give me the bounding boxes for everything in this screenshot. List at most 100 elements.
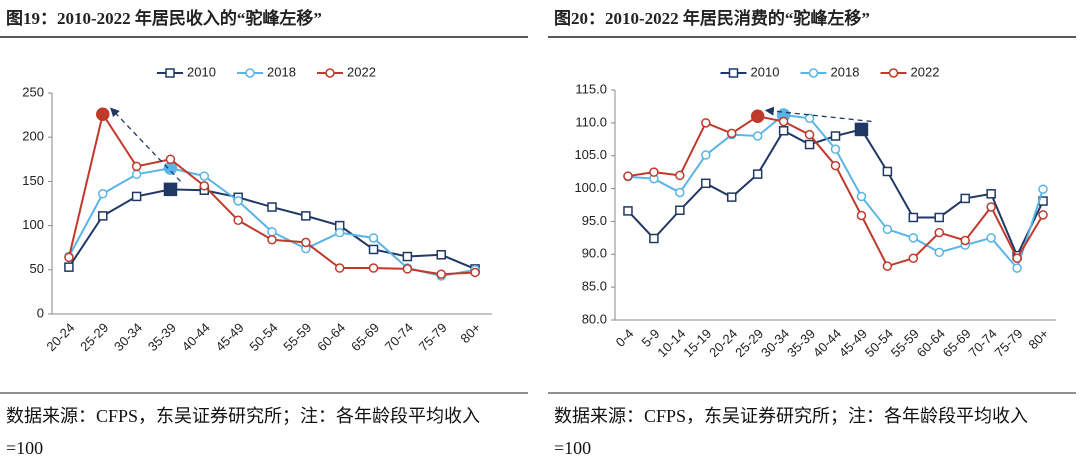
marker	[675, 170, 685, 181]
x-tick-label: 20-24	[706, 326, 740, 360]
marker	[934, 247, 945, 258]
marker	[701, 178, 711, 189]
marker	[325, 68, 335, 78]
y-tick-label: 150	[22, 173, 44, 188]
x-tick-label: 40-44	[810, 326, 844, 360]
marker	[778, 125, 789, 136]
legend-label: 2022	[911, 64, 940, 79]
marker	[436, 269, 446, 279]
marker	[728, 68, 739, 78]
marker	[986, 202, 996, 212]
marker	[368, 244, 379, 255]
x-tick-label: 15-19	[680, 326, 714, 360]
legend-label: 2010	[751, 64, 780, 79]
x-tick-label: 30-34	[758, 326, 792, 360]
x-tick-label: 65-69	[348, 320, 382, 354]
marker	[649, 233, 659, 244]
marker	[804, 129, 815, 140]
y-tick-label: 50	[30, 261, 44, 276]
x-tick-label: 50-54	[246, 320, 280, 354]
marker	[470, 267, 480, 278]
series-line	[68, 167, 476, 278]
marker	[1012, 253, 1022, 263]
marker	[301, 211, 311, 221]
marker	[830, 144, 841, 154]
x-tick-label: 55-59	[888, 326, 922, 360]
marker	[301, 237, 311, 248]
marker	[1038, 184, 1048, 194]
chart-title: 图19：2010-2022 年居民收入的“驼峰左移”	[6, 8, 322, 28]
peak-marker	[163, 182, 178, 197]
marker	[960, 193, 970, 204]
x-tick-label: 30-34	[111, 320, 145, 354]
marker	[778, 116, 789, 127]
marker	[701, 150, 711, 160]
marker	[908, 233, 919, 243]
marker	[726, 192, 737, 202]
marker	[649, 167, 659, 177]
marker	[960, 235, 970, 246]
shift-arrow	[110, 107, 181, 182]
marker	[267, 227, 277, 237]
y-tick-label: 100.0	[574, 180, 607, 195]
marker	[98, 189, 108, 199]
source-note: 数据来源：CFPS，东吴证券研究所；注：各年龄段平均收入=100	[554, 406, 1029, 458]
marker	[675, 205, 685, 216]
x-tick-label: 10-14	[654, 326, 688, 360]
x-tick-label: 80+	[1025, 326, 1051, 352]
marker	[199, 171, 210, 181]
marker	[888, 68, 899, 78]
marker	[64, 262, 74, 272]
marker	[752, 169, 763, 179]
marker	[856, 210, 867, 221]
y-tick-label: 100	[22, 217, 44, 232]
marker	[908, 212, 919, 223]
y-tick-label: 95.0	[582, 213, 607, 228]
marker	[233, 196, 243, 206]
marker	[402, 264, 413, 274]
x-tick-label: 75-79	[416, 320, 450, 354]
x-tick-label: 60-64	[314, 320, 348, 354]
marker	[882, 261, 893, 271]
x-tick-label: 0-4	[613, 326, 637, 350]
x-tick-label: 45-49	[836, 326, 870, 360]
marker	[808, 68, 819, 78]
marker	[882, 224, 893, 235]
marker	[131, 191, 142, 202]
legend-label: 2022	[347, 64, 376, 79]
marker	[804, 113, 815, 124]
x-tick-label: 40-44	[179, 320, 213, 354]
marker	[623, 171, 633, 181]
y-tick-label: 90.0	[582, 246, 607, 261]
x-tick-label: 50-54	[862, 326, 896, 360]
marker	[131, 169, 142, 180]
y-tick-label: 110.0	[575, 114, 607, 129]
x-tick-label: 80+	[457, 320, 483, 346]
x-tick-label: 60-64	[914, 326, 948, 360]
marker	[1038, 210, 1048, 220]
chart-title: 图20：2010-2022 年居民消费的“驼峰左移”	[554, 8, 870, 28]
marker	[830, 160, 841, 171]
marker	[934, 227, 945, 238]
marker	[986, 233, 996, 243]
x-tick-label: 70-74	[382, 320, 416, 354]
series-line	[67, 111, 476, 276]
marker	[804, 139, 815, 150]
x-tick-label: 65-69	[940, 326, 974, 360]
y-tick-label: 250	[22, 84, 44, 99]
x-tick-label: 70-74	[966, 326, 1000, 360]
marker	[908, 253, 919, 263]
x-tick-label: 20-24	[43, 320, 77, 354]
peak-marker	[96, 107, 110, 121]
marker	[267, 234, 277, 245]
marker	[701, 118, 711, 128]
marker	[368, 263, 379, 273]
marker	[334, 263, 345, 273]
marker	[165, 154, 176, 165]
y-tick-label: 105.0	[574, 147, 607, 162]
y-tick-label: 80.0	[582, 311, 607, 326]
marker	[334, 227, 345, 238]
y-tick-label: 85.0	[582, 279, 607, 294]
marker	[199, 181, 210, 191]
